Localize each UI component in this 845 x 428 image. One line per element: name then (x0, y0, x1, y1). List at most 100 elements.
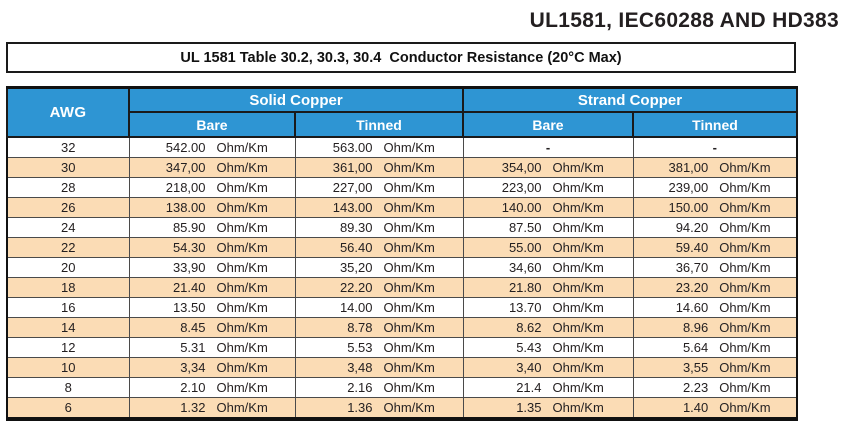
table-row: 28 218,00 Ohm/Km 227,00 Ohm/Km 223,00 Ohm/K… (6, 177, 798, 198)
resistance-unit: Ohm/Km (383, 340, 435, 355)
resistance-value: 3,55 (682, 360, 709, 375)
strand-tinned-cell: - (632, 136, 798, 158)
resistance-value: 33,90 (172, 260, 206, 275)
resistance-unit: Ohm/Km (552, 360, 604, 375)
resistance-unit: Ohm/Km (216, 280, 268, 295)
resistance-unit: Ohm/Km (719, 220, 771, 235)
resistance-value: 1.40 (682, 400, 709, 415)
table-row: 18 21.40 Ohm/Km 22.20 Ohm/Km 21.80 Ohm/Km 2… (6, 277, 798, 298)
strand-bare-cell: 5.43 Ohm/Km (462, 337, 634, 358)
awg-cell: 16 (6, 297, 130, 318)
awg-cell: 12 (6, 337, 130, 358)
resistance-value: 8.45 (180, 320, 206, 335)
resistance-value: 59.40 (675, 240, 709, 255)
resistance-unit: Ohm/Km (719, 280, 771, 295)
table-row: 30 347,00 Ohm/Km 361,00 Ohm/Km 354,00 Ohm/K… (6, 157, 798, 178)
solid-tinned-cell: 2.16 Ohm/Km (294, 377, 464, 398)
resistance-unit: Ohm/Km (383, 140, 435, 155)
solid-bare-cell: 138.00 Ohm/Km (128, 197, 296, 218)
solid-bare-cell: 21.40 Ohm/Km (128, 277, 296, 298)
awg-cell: 10 (6, 357, 130, 378)
solid-tinned-cell: 143.00 Ohm/Km (294, 197, 464, 218)
solid-bare-cell: 8.45 Ohm/Km (128, 317, 296, 338)
resistance-unit: Ohm/Km (552, 240, 604, 255)
resistance-value: 227,00 (332, 180, 373, 195)
resistance-unit: Ohm/Km (552, 160, 604, 175)
resistance-value: 13.50 (172, 300, 206, 315)
strand-tinned-cell: 36,70 Ohm/Km (632, 257, 798, 278)
resistance-unit: Ohm/Km (216, 200, 268, 215)
solid-tinned-cell: 35,20 Ohm/Km (294, 257, 464, 278)
resistance-unit: Ohm/Km (719, 240, 771, 255)
awg-cell: 20 (6, 257, 130, 278)
resistance-unit: Ohm/Km (552, 300, 604, 315)
solid-bare-cell: 33,90 Ohm/Km (128, 257, 296, 278)
resistance-unit: Ohm/Km (719, 160, 771, 175)
subheader-solid-bare: Bare (128, 111, 296, 138)
resistance-unit: Ohm/Km (719, 260, 771, 275)
resistance-unit: Ohm/Km (216, 160, 268, 175)
strand-bare-cell: 140.00 Ohm/Km (462, 197, 634, 218)
strand-tinned-cell: 3,55 Ohm/Km (632, 357, 798, 378)
strand-bare-cell: 21.80 Ohm/Km (462, 277, 634, 298)
solid-tinned-cell: 5.53 Ohm/Km (294, 337, 464, 358)
awg-cell: 30 (6, 157, 130, 178)
resistance-value: 2.16 (347, 380, 373, 395)
resistance-unit: Ohm/Km (552, 280, 604, 295)
strand-tinned-cell: 5.64 Ohm/Km (632, 337, 798, 358)
table-row: 22 54.30 Ohm/Km 56.40 Ohm/Km 55.00 Ohm/Km 5… (6, 237, 798, 258)
resistance-unit: Ohm/Km (719, 380, 771, 395)
strand-tinned-cell: 14.60 Ohm/Km (632, 297, 798, 318)
table-row: 26 138.00 Ohm/Km 143.00 Ohm/Km 140.00 Ohm/K… (6, 197, 798, 218)
resistance-value: 239,00 (668, 180, 709, 195)
resistance-unit: Ohm/Km (383, 180, 435, 195)
solid-tinned-cell: 89.30 Ohm/Km (294, 217, 464, 238)
solid-bare-cell: 1.32 Ohm/Km (128, 397, 296, 420)
strand-tinned-cell: 239,00 Ohm/Km (632, 177, 798, 198)
resistance-value: 1.35 (516, 400, 542, 415)
resistance-value: 22.20 (339, 280, 373, 295)
solid-bare-cell: 218,00 Ohm/Km (128, 177, 296, 198)
resistance-value: 2.10 (180, 380, 206, 395)
awg-cell: 18 (6, 277, 130, 298)
solid-bare-cell: 5.31 Ohm/Km (128, 337, 296, 358)
resistance-unit: Ohm/Km (383, 300, 435, 315)
table-row: 6 1.32 Ohm/Km 1.36 Ohm/Km 1.35 Ohm/Km 1.40 O… (6, 397, 798, 420)
group-header-solid-copper: Solid Copper (128, 86, 464, 113)
solid-bare-cell: 85.90 Ohm/Km (128, 217, 296, 238)
resistance-unit: Ohm/Km (216, 220, 268, 235)
resistance-unit: Ohm/Km (216, 240, 268, 255)
resistance-unit: Ohm/Km (552, 340, 604, 355)
resistance-unit: Ohm/Km (216, 180, 268, 195)
resistance-value: 5.64 (682, 340, 709, 355)
resistance-value: 23.20 (675, 280, 709, 295)
strand-tinned-cell: 8.96 Ohm/Km (632, 317, 798, 338)
table-row: 8 2.10 Ohm/Km 2.16 Ohm/Km 21.4 Ohm/Km 2.23 O… (6, 377, 798, 398)
table-row: 14 8.45 Ohm/Km 8.78 Ohm/Km 8.62 Ohm/Km 8.96… (6, 317, 798, 338)
resistance-unit: Ohm/Km (383, 360, 435, 375)
table-row: 16 13.50 Ohm/Km 14.00 Ohm/Km 13.70 Ohm/Km 1… (6, 297, 798, 318)
conductor-resistance-table: AWG Solid Copper Strand Copper Bare Tinn… (6, 86, 798, 421)
solid-bare-cell: 13.50 Ohm/Km (128, 297, 296, 318)
awg-cell: 28 (6, 177, 130, 198)
resistance-value: 14.60 (675, 300, 709, 315)
resistance-unit: Ohm/Km (719, 400, 771, 415)
strand-bare-cell: 34,60 Ohm/Km (462, 257, 634, 278)
resistance-value: 3,34 (180, 360, 206, 375)
resistance-unit: Ohm/Km (383, 160, 435, 175)
solid-tinned-cell: 227,00 Ohm/Km (294, 177, 464, 198)
no-value-dash: - (712, 140, 717, 155)
resistance-value: 89.30 (339, 220, 373, 235)
resistance-value: 8.62 (516, 320, 542, 335)
resistance-unit: Ohm/Km (383, 200, 435, 215)
resistance-unit: Ohm/Km (719, 300, 771, 315)
awg-cell: 22 (6, 237, 130, 258)
table-row: 32 542.00 Ohm/Km 563.00 Ohm/Km - - (6, 136, 798, 158)
resistance-unit: Ohm/Km (552, 320, 604, 335)
resistance-unit: Ohm/Km (216, 340, 268, 355)
solid-bare-cell: 54.30 Ohm/Km (128, 237, 296, 258)
awg-cell: 6 (6, 397, 130, 420)
resistance-value: 8.96 (682, 320, 709, 335)
resistance-value: 381,00 (668, 160, 709, 175)
strand-tinned-cell: 2.23 Ohm/Km (632, 377, 798, 398)
